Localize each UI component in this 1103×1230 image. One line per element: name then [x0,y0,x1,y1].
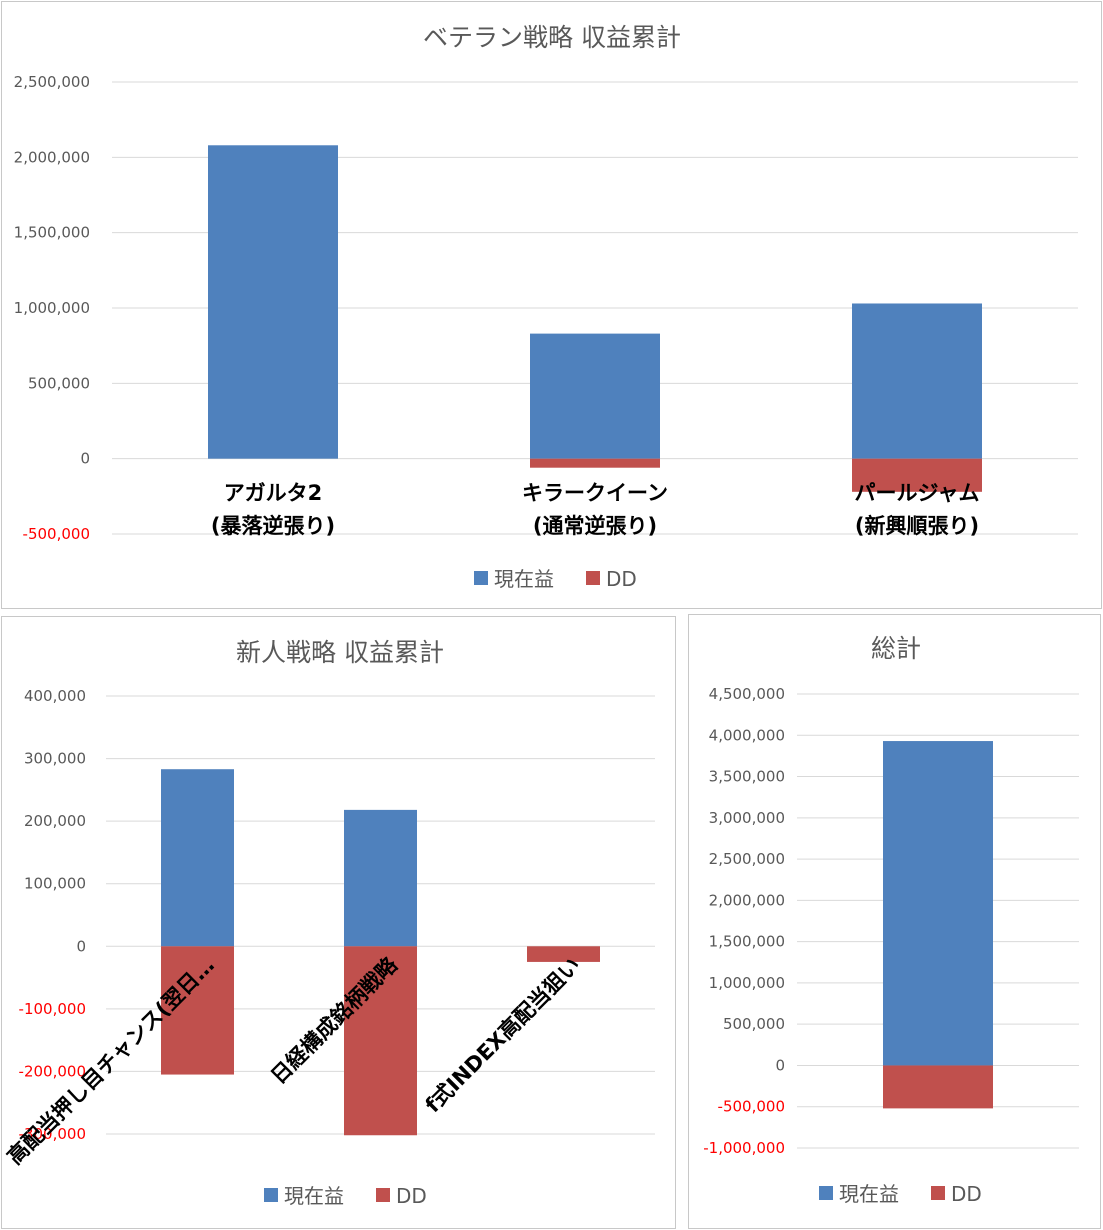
rookie-chart: 新人戦略 収益累計 400,000 300,000 200,000 100,000 0 -1… [3,638,655,1208]
bar-dd [527,946,600,962]
y-tick-label: 1,000,000 [14,299,90,317]
legend-swatch-profit [819,1186,833,1200]
category-label: (新興順張り) [855,514,979,538]
y-tick-label: -300,000 [19,1125,86,1143]
total-chart-panel: 総計 4,500,000 4,000,000 3,500,000 3,000,000 2,… [688,614,1101,1229]
y-tick-label: 3,000,000 [709,809,785,827]
bar-profit [161,769,234,947]
y-tick-label: 2,500,000 [14,73,90,91]
y-tick-label: 500,000 [28,374,90,392]
y-tick-label: 1,000,000 [709,974,785,992]
bar-dd [852,458,982,492]
y-tick-label: 1,500,000 [709,933,785,951]
y-tick-label: -1,000,000 [703,1139,785,1157]
y-tick-label: 400,000 [24,687,86,705]
y-tick-label: 3,500,000 [709,768,785,786]
y-tick-label: -100,000 [19,1000,86,1018]
category-label: パールジャム [855,481,980,505]
veteran-chart: ベテラン戦略 収益累計 2,500,000 2,000,000 1,500,000 1,… [14,23,1078,591]
bar-profit [344,809,417,947]
legend-label-dd: DD [396,1184,427,1208]
bar-dd [883,1065,993,1109]
y-tick-label: 0 [80,450,90,468]
legend-label-dd: DD [606,567,637,591]
y-tick-label: 2,000,000 [14,148,90,166]
legend-swatch-dd [586,571,600,585]
chart-title: 総計 [871,634,921,663]
legend-label-profit: 現在益 [284,1184,344,1208]
bar-profit [883,741,993,1066]
y-tick-label: 2,000,000 [709,891,785,909]
y-tick-label: -500,000 [23,525,90,543]
y-tick-label: -200,000 [19,1062,86,1080]
chart-title: 新人戦略 収益累計 [236,638,444,667]
y-tick-label: 100,000 [24,875,86,893]
bar-profit [530,333,660,459]
y-tick-label: 0 [76,937,86,955]
category-label: アガルタ2 [224,481,323,505]
chart-title: ベテラン戦略 収益累計 [423,23,681,52]
y-tick-label: 300,000 [24,750,86,768]
category-label: (通常逆張り) [533,514,657,538]
bar-dd [344,946,417,1136]
legend-swatch-profit [264,1188,278,1202]
category-label: (暴落逆張り) [211,514,335,538]
y-tick-label: 2,500,000 [709,850,785,868]
legend-swatch-dd [376,1188,390,1202]
bar-dd [530,458,660,468]
total-chart: 総計 4,500,000 4,000,000 3,500,000 3,000,000 2,… [703,634,1079,1206]
category-label: f式INDEX高配当狙い [421,953,585,1117]
y-tick-label: -500,000 [718,1098,785,1116]
category-label: キラークイーン [522,481,668,505]
legend-swatch-dd [931,1186,945,1200]
y-tick-label: 0 [775,1056,785,1074]
y-tick-label: 4,500,000 [709,685,785,703]
legend-label-profit: 現在益 [839,1182,899,1206]
y-tick-label: 500,000 [723,1015,785,1033]
legend-swatch-profit [474,571,488,585]
legend-label-profit: 現在益 [494,567,554,591]
rookie-chart-panel: 新人戦略 収益累計 400,000 300,000 200,000 100,000 0 -1… [1,616,676,1229]
bar-profit [852,303,982,459]
bar-dd [161,946,234,1075]
bar-profit [208,145,338,459]
legend-label-dd: DD [951,1182,982,1206]
y-tick-label: 1,500,000 [14,224,90,242]
y-tick-label: 200,000 [24,812,86,830]
y-tick-label: 4,000,000 [709,726,785,744]
veteran-chart-panel: ベテラン戦略 収益累計 2,500,000 2,000,000 1,500,000 1,… [1,1,1102,609]
